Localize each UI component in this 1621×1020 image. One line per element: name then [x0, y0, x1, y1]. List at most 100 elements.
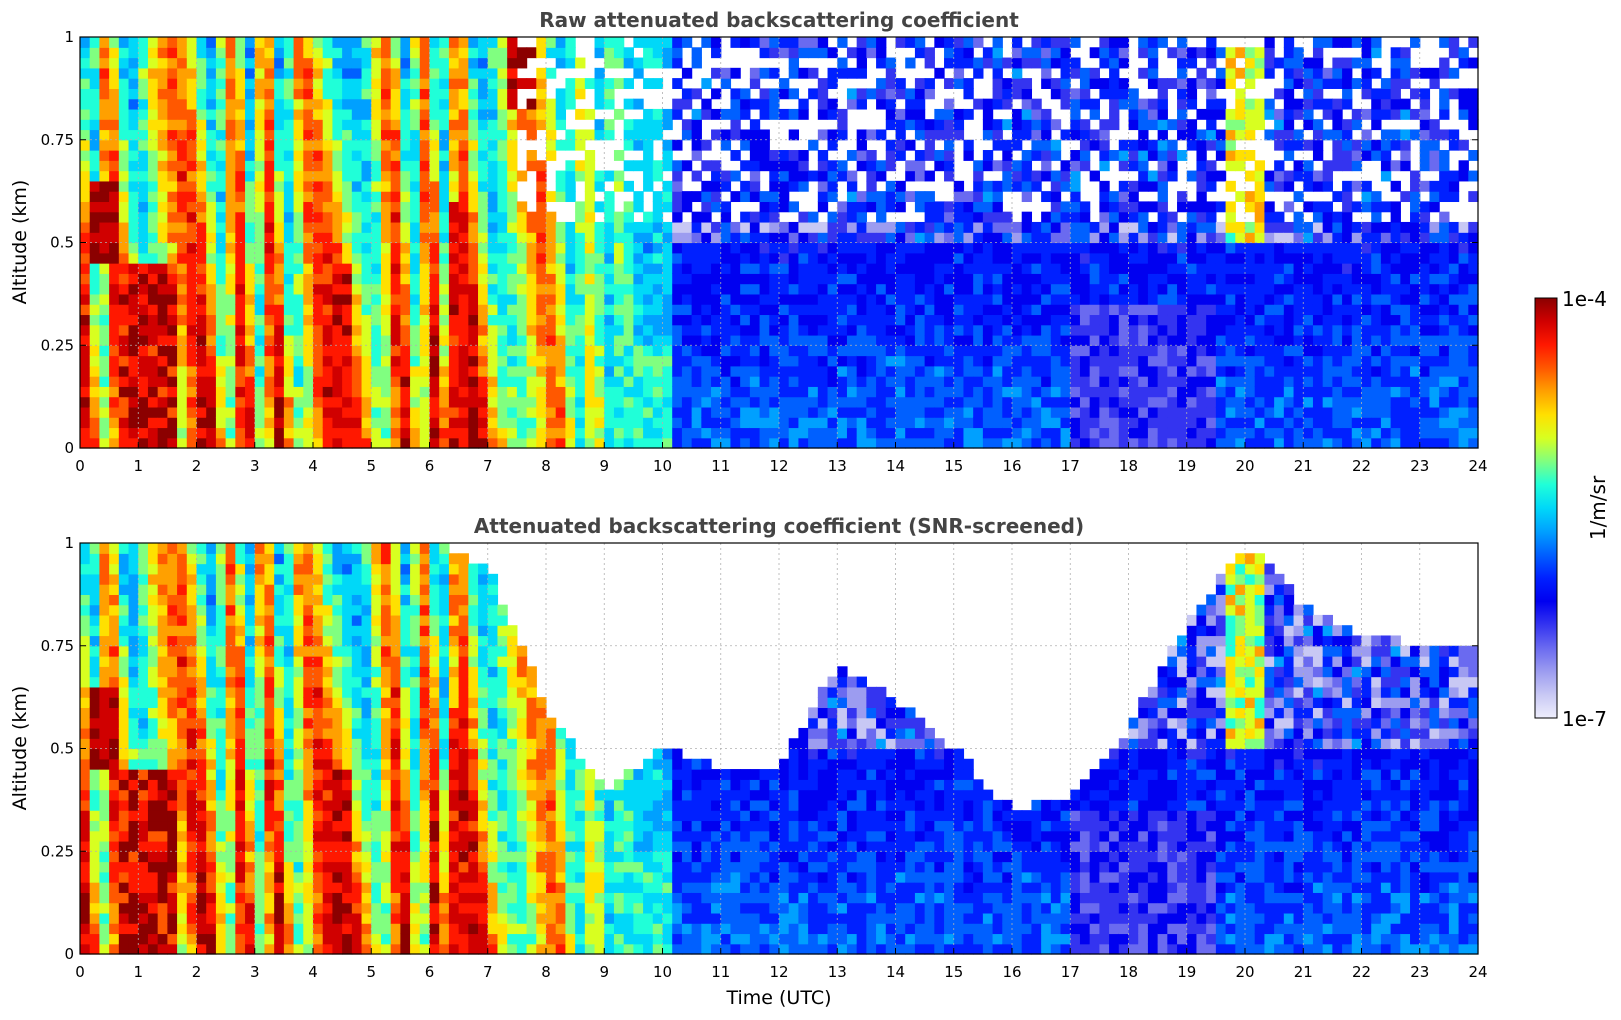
heatmap-cell [293, 242, 304, 254]
heatmap-cell [89, 57, 101, 69]
heatmap-cell [1429, 139, 1440, 151]
heatmap-cell [546, 396, 557, 408]
heatmap-cell [1031, 304, 1042, 316]
heatmap-cell [390, 365, 401, 377]
heatmap-cell [1380, 273, 1392, 285]
heatmap-cell [303, 283, 314, 295]
heatmap-cell [817, 376, 829, 387]
heatmap-cell [1109, 283, 1120, 295]
heatmap-cell [973, 437, 984, 449]
heatmap-cell [652, 170, 664, 182]
heatmap-cell [895, 273, 906, 285]
heatmap-cell [1167, 211, 1178, 223]
heatmap-cell [303, 406, 314, 418]
heatmap-cell [1167, 324, 1178, 336]
heatmap-cell [856, 273, 867, 285]
heatmap-cell [196, 191, 207, 203]
heatmap-cell [701, 242, 712, 254]
heatmap-cell [1002, 396, 1013, 408]
heatmap-cell [536, 98, 547, 110]
heatmap-cell [1283, 406, 1295, 418]
heatmap-cell [497, 396, 508, 408]
heatmap-cell [1079, 365, 1091, 377]
heatmap-cell [1138, 396, 1149, 408]
heatmap-cell [419, 180, 431, 192]
heatmap-cell [468, 37, 479, 48]
heatmap-cell [80, 37, 91, 48]
heatmap-cell [147, 437, 159, 449]
heatmap-cell [992, 47, 1003, 59]
heatmap-cell [749, 386, 761, 398]
heatmap-cell [1206, 283, 1217, 295]
heatmap-cell [1012, 108, 1023, 120]
heatmap-cell [235, 221, 246, 233]
heatmap-cell [526, 252, 537, 264]
heatmap-cell [973, 211, 984, 223]
heatmap-cell [1225, 314, 1236, 326]
heatmap-cell [1177, 417, 1188, 429]
heatmap-cell [730, 334, 741, 346]
heatmap-cell [546, 242, 557, 254]
heatmap-cell [1177, 427, 1188, 439]
heatmap-cell [303, 334, 314, 346]
heatmap-cell [410, 386, 421, 398]
heatmap-cell [769, 406, 780, 418]
heatmap-cell [1070, 345, 1081, 357]
heatmap-cell [1050, 334, 1062, 346]
heatmap-cell [1157, 273, 1168, 285]
heatmap-cell [1303, 345, 1314, 357]
heatmap-cell [196, 108, 207, 120]
heatmap-cell [419, 252, 431, 264]
heatmap-cell [1167, 221, 1178, 233]
heatmap-cell [439, 119, 450, 131]
heatmap-cell [1070, 263, 1081, 274]
heatmap-cell [740, 180, 751, 192]
heatmap-cell [283, 263, 295, 274]
heatmap-cell [1322, 355, 1333, 367]
heatmap-cell [1332, 324, 1343, 336]
heatmap-cell [846, 180, 858, 192]
heatmap-cell [1322, 160, 1333, 172]
heatmap-cell [856, 417, 867, 429]
heatmap-cell [497, 376, 508, 387]
heatmap-cell [633, 396, 644, 408]
heatmap-cell [633, 37, 644, 48]
heatmap-cell [478, 406, 489, 418]
heatmap-cell [429, 324, 440, 336]
heatmap-cell [934, 232, 945, 244]
heatmap-cell [147, 396, 159, 408]
heatmap-cell [817, 108, 829, 120]
heatmap-cell [1332, 252, 1343, 264]
heatmap-cell [1429, 201, 1440, 213]
heatmap-cell [342, 211, 353, 223]
heatmap-cell [846, 417, 858, 429]
heatmap-cell [1147, 293, 1159, 305]
heatmap-cell [429, 98, 440, 110]
heatmap-cell [1128, 283, 1139, 295]
heatmap-cell [711, 293, 722, 305]
heatmap-cell [109, 139, 120, 151]
heatmap-cell [1293, 304, 1304, 316]
heatmap-cell [128, 232, 139, 244]
heatmap-cell [177, 98, 188, 110]
heatmap-cell [1429, 396, 1440, 408]
heatmap-cell [934, 355, 945, 367]
heatmap-cell [157, 355, 168, 367]
heatmap-cell [283, 221, 295, 233]
heatmap-cell [147, 160, 159, 172]
heatmap-cell [429, 180, 440, 192]
heatmap-cell [487, 150, 499, 161]
heatmap-cell [1002, 232, 1013, 244]
heatmap-cell [1303, 396, 1314, 408]
heatmap-cell [963, 406, 974, 418]
heatmap-cell [526, 129, 537, 141]
heatmap-cell [322, 119, 334, 131]
heatmap-cell [1361, 252, 1372, 264]
heatmap-cell [429, 355, 440, 367]
heatmap-cell [206, 139, 217, 151]
heatmap-cell [109, 180, 120, 192]
heatmap-cell [196, 201, 207, 213]
heatmap-cell [167, 417, 178, 429]
heatmap-cell [827, 211, 838, 223]
heatmap-cell [245, 37, 256, 48]
